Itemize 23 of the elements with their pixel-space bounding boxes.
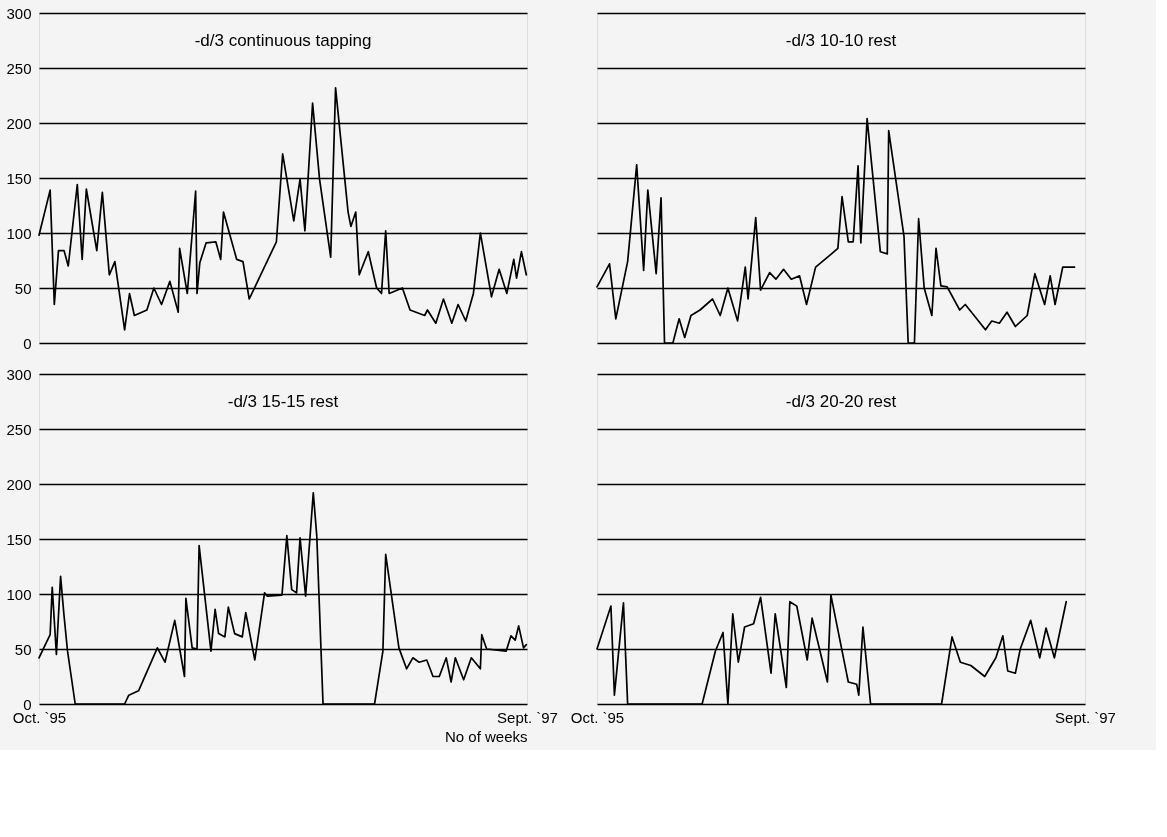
y-tick-label: 50 — [14, 279, 32, 297]
y-tick-label: 0 — [23, 695, 32, 713]
y-tick-label: 100 — [6, 585, 32, 603]
y-tick-label: 150 — [6, 169, 32, 187]
y-tick-label: 250 — [6, 59, 32, 77]
text: -d/3 continuous tapping — [194, 30, 372, 50]
x-axis-title: No of weeks — [444, 727, 528, 745]
y-tick-label: 300 — [6, 4, 32, 22]
text: -d/3 20-20 rest — [785, 391, 897, 411]
text: -d/3 10-10 rest — [785, 30, 897, 50]
y-tick-label: 250 — [6, 420, 32, 438]
x-tick-label: Oct. `95 — [570, 708, 625, 726]
y-tick-label: 200 — [6, 475, 32, 493]
x-tick-label: Sept. `97 — [497, 708, 558, 726]
y-tick-label: 100 — [6, 224, 32, 242]
x-tick-label: Sept. `97 — [1055, 708, 1116, 726]
y-tick-label: 0 — [23, 334, 32, 352]
y-tick-label: 50 — [14, 640, 32, 658]
y-tick-label: 200 — [6, 114, 32, 132]
y-tick-label: 150 — [6, 530, 32, 548]
line-series — [38, 491, 528, 705]
y-tick-label: 300 — [6, 365, 32, 383]
text: -d/3 15-15 rest — [227, 391, 339, 411]
